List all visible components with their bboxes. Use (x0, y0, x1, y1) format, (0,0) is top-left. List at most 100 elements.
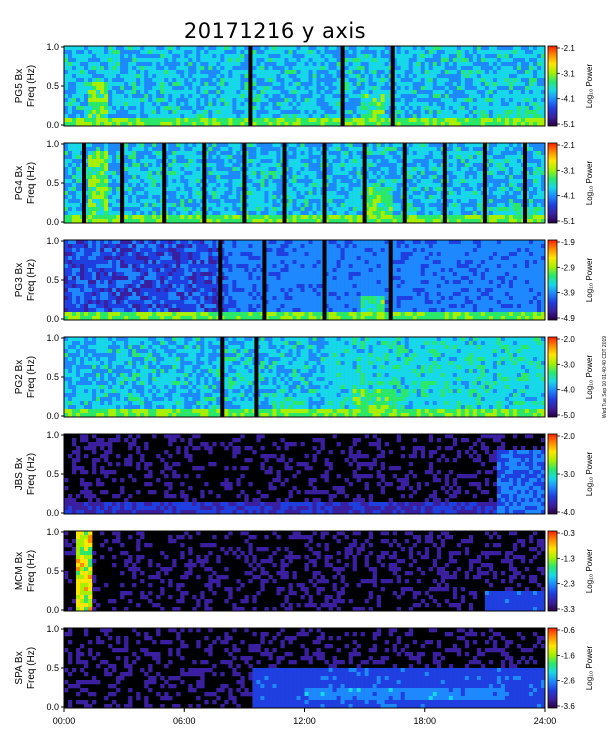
figure-title: 20171216 y axis (184, 19, 366, 43)
freq-axis-label: Freq (Hz) (26, 550, 37, 592)
time-tick-label: 24:00 (534, 716, 557, 726)
panel-pg4: 1.0 0.5 0.0 PG4 Bx Freq (Hz) -2.1 -3.1 -4.1 -5.1… (14, 139, 594, 227)
station-label: MCM Bx (14, 552, 25, 590)
spectrogram-cells (64, 46, 546, 127)
panel-pg2: 1.0 0.5 0.0 PG2 Bx Freq (Hz) -2.0 -3.0 -4.0 -5.0… (14, 333, 594, 421)
colorbar (547, 45, 558, 127)
freq-tick-label: 0.5 (46, 566, 59, 576)
colorbar-tick-label: -5.1 (561, 217, 575, 226)
colorbar-label: Log₁₀ Power (585, 646, 594, 691)
colorbar-tick-label: -3.6 (561, 702, 575, 711)
data-gap (340, 46, 345, 126)
freq-tick-label: 0.0 (46, 702, 59, 712)
panel-jbs: 1.0 0.5 0.0 JBS Bx Freq (Hz) -2.0 -3.0 -4.0 Log₁… (14, 430, 594, 518)
spectrogram-cells (64, 531, 546, 612)
data-gap (322, 240, 327, 320)
colorbar-tick-label: -4.9 (561, 314, 575, 323)
freq-tick-label: 1.0 (46, 333, 59, 343)
colorbar-tick-label: -3.9 (561, 289, 575, 298)
freq-axis-label: Freq (Hz) (26, 65, 37, 107)
station-label: PG3 Bx (14, 263, 25, 297)
colorbar-tick-label: -3.3 (561, 605, 575, 614)
colorbar-tick-label: -1.9 (561, 238, 575, 247)
data-gap (162, 143, 167, 223)
colorbar-tick-label: -4.0 (561, 508, 575, 517)
freq-tick-label: 1.0 (46, 236, 59, 246)
colorbar (547, 530, 558, 612)
freq-tick-label: 0.0 (46, 120, 59, 130)
data-gap (390, 46, 395, 126)
colorbar (547, 239, 558, 321)
freq-tick-label: 0.0 (46, 217, 59, 227)
spectrogram-cells (64, 240, 546, 321)
station-label: SPA Bx (14, 651, 25, 684)
freq-axis-label: Freq (Hz) (26, 259, 37, 301)
colorbar-tick-label: -3.1 (561, 69, 575, 78)
spectrogram-cells (64, 337, 546, 418)
colorbar-tick-label: -2.0 (561, 432, 575, 441)
colorbar (547, 433, 558, 515)
colorbar-tick-label: -3.0 (561, 360, 575, 369)
station-label: PG2 Bx (14, 360, 25, 394)
freq-axis-label: Freq (Hz) (26, 356, 37, 398)
colorbar-label: Log₁₀ Power (585, 452, 594, 497)
colorbar-tick-label: -1.3 (561, 554, 575, 563)
data-gap (248, 46, 253, 126)
data-gap (402, 143, 407, 223)
colorbar-tick-label: -4.0 (561, 386, 575, 395)
freq-tick-label: 1.0 (46, 624, 59, 634)
data-gap (482, 143, 487, 223)
freq-tick-label: 0.0 (46, 605, 59, 615)
data-gap (220, 337, 225, 417)
spectrogram-cells (64, 628, 546, 709)
time-tick-label: 00:00 (53, 716, 76, 726)
data-gap (218, 240, 223, 320)
colorbar-tick-label: -2.9 (561, 263, 575, 272)
data-gap (523, 143, 527, 223)
colorbar (547, 336, 558, 418)
station-label: PG5 Bx (14, 69, 25, 103)
freq-axis-label: Freq (Hz) (26, 162, 37, 204)
colorbar-tick-label: -1.6 (561, 651, 575, 660)
colorbar-tick-label: -5.1 (561, 120, 575, 129)
colorbar-tick-label: -0.3 (561, 529, 575, 538)
panel-mcm: 1.0 0.5 0.0 MCM Bx Freq (Hz) -0.3 -1.3 -2.3 -3.3… (14, 527, 594, 615)
colorbar-tick-label: -3.0 (561, 470, 575, 479)
freq-tick-label: 0.5 (46, 81, 59, 91)
colorbar (547, 627, 558, 709)
timestamp-stamp: Wed Tue Sep 10 01:40:40 CDT 2019 (602, 336, 608, 418)
spectrogram-cells (64, 434, 546, 515)
colorbar-tick-label: -2.3 (561, 580, 575, 589)
freq-tick-label: 0.0 (46, 411, 59, 421)
freq-tick-label: 0.5 (46, 178, 59, 188)
colorbar-label: Log₁₀ Power (585, 161, 594, 206)
colorbar-tick-label: -4.1 (561, 192, 575, 201)
station-label: PG4 Bx (14, 166, 25, 200)
colorbar-tick-label: -2.1 (561, 44, 575, 53)
spectrogram-cells (64, 143, 546, 224)
colorbar-tick-label: -0.6 (561, 626, 575, 635)
data-gap (242, 143, 247, 223)
time-tick-label: 12:00 (293, 716, 316, 726)
data-gap (120, 143, 125, 223)
freq-tick-label: 0.5 (46, 663, 59, 673)
colorbar-tick-label: -4.1 (561, 95, 575, 104)
station-label: JBS Bx (14, 458, 25, 491)
colorbar-label: Log₁₀ Power (585, 549, 594, 594)
data-gap (362, 143, 367, 223)
data-gap (82, 143, 86, 223)
data-gap (322, 143, 327, 223)
freq-tick-label: 1.0 (46, 430, 59, 440)
time-tick-label: 18:00 (413, 716, 436, 726)
colorbar-tick-label: -3.1 (561, 166, 575, 175)
freq-tick-label: 0.5 (46, 275, 59, 285)
data-gap (262, 240, 267, 320)
colorbar-label: Log₁₀ Power (585, 64, 594, 109)
colorbar-label: Log₁₀ Power (585, 355, 594, 400)
colorbar-label: Log₁₀ Power (585, 258, 594, 303)
freq-tick-label: 1.0 (46, 527, 59, 537)
panel-pg3: 1.0 0.5 0.0 PG3 Bx Freq (Hz) -1.9 -2.9 -3.9 -4.9… (14, 236, 594, 324)
freq-tick-label: 0.0 (46, 508, 59, 518)
